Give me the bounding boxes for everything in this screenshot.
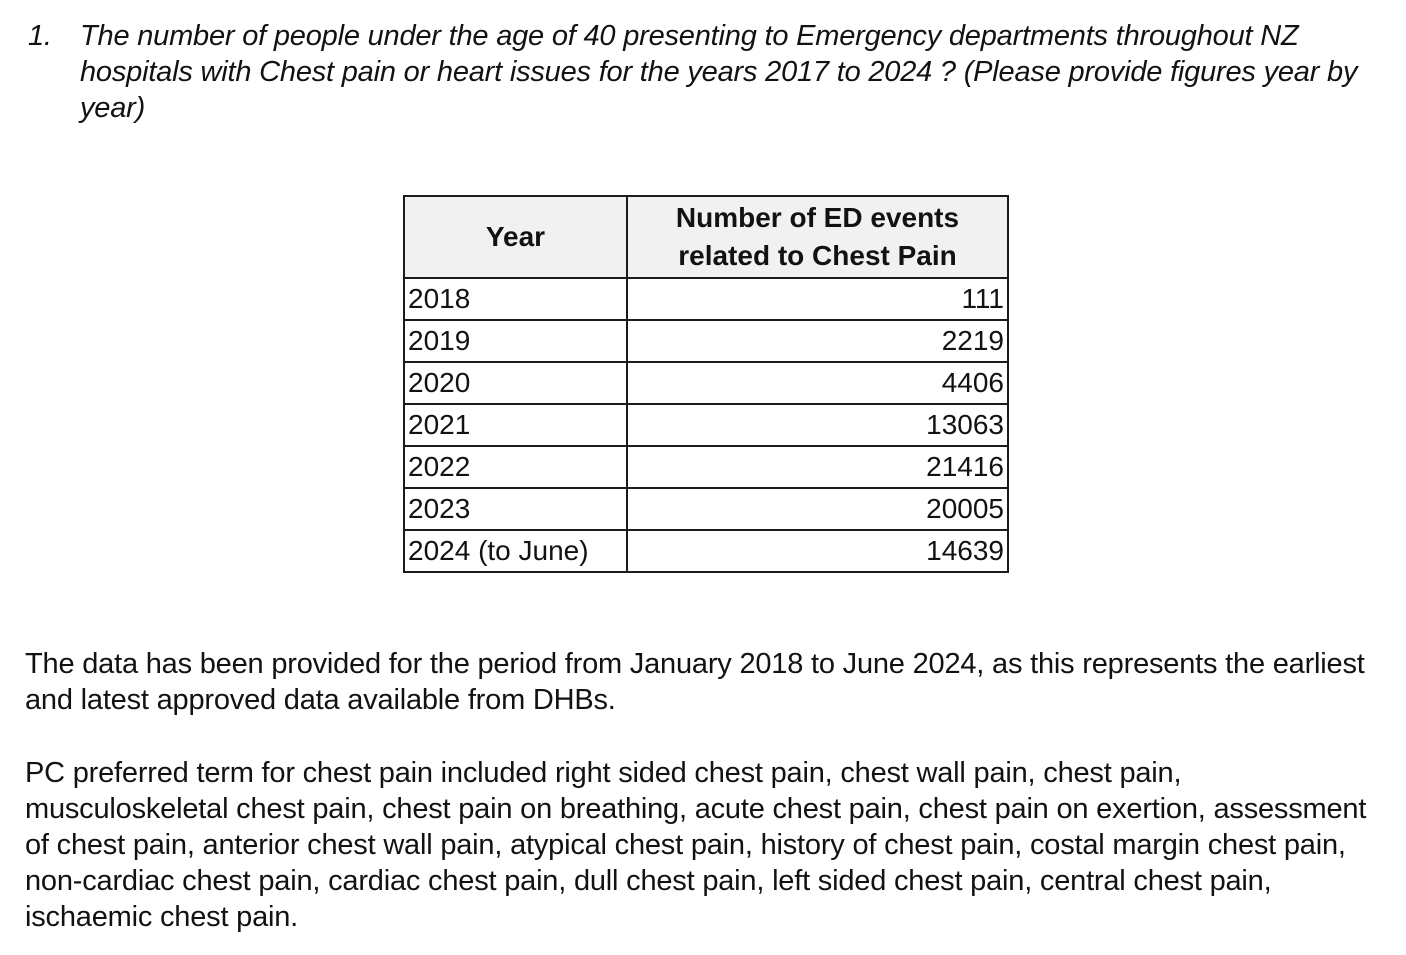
data-period-paragraph: The data has been provided for the perio… bbox=[25, 648, 1365, 716]
year-cell: 2023 bbox=[403, 487, 628, 531]
year-cell: 2024 (to June) bbox=[403, 529, 628, 573]
preferred-terms-paragraph: PC preferred term for chest pain include… bbox=[25, 757, 1367, 933]
table-header-row: Year Number of ED events related to Ches… bbox=[403, 195, 1009, 279]
events-cell: 20005 bbox=[626, 487, 1009, 531]
table-row: 2022 21416 bbox=[403, 445, 1009, 489]
table-row: 2021 13063 bbox=[403, 403, 1009, 447]
year-cell: 2018 bbox=[403, 277, 628, 321]
events-cell: 2219 bbox=[626, 319, 1009, 363]
events-cell: 13063 bbox=[626, 403, 1009, 447]
events-cell: 111 bbox=[626, 277, 1009, 321]
year-cell: 2022 bbox=[403, 445, 628, 489]
question-number: 1. bbox=[28, 20, 52, 52]
column-header-ed-events: Number of ED events related to Chest Pai… bbox=[626, 195, 1009, 279]
events-cell: 4406 bbox=[626, 361, 1009, 405]
year-cell: 2021 bbox=[403, 403, 628, 447]
events-cell: 21416 bbox=[626, 445, 1009, 489]
table-row: 2020 4406 bbox=[403, 361, 1009, 405]
column-header-year: Year bbox=[403, 195, 628, 279]
table-row: 2019 2219 bbox=[403, 319, 1009, 363]
question-block: 1. The number of people under the age of… bbox=[28, 18, 1373, 126]
ed-events-table: Year Number of ED events related to Ches… bbox=[403, 195, 1009, 573]
table-row: 2024 (to June) 14639 bbox=[403, 529, 1009, 573]
table-row: 2018 111 bbox=[403, 277, 1009, 321]
year-cell: 2019 bbox=[403, 319, 628, 363]
year-cell: 2020 bbox=[403, 361, 628, 405]
question-text: The number of people under the age of 40… bbox=[80, 20, 1358, 124]
table-row: 2023 20005 bbox=[403, 487, 1009, 531]
events-cell: 14639 bbox=[626, 529, 1009, 573]
